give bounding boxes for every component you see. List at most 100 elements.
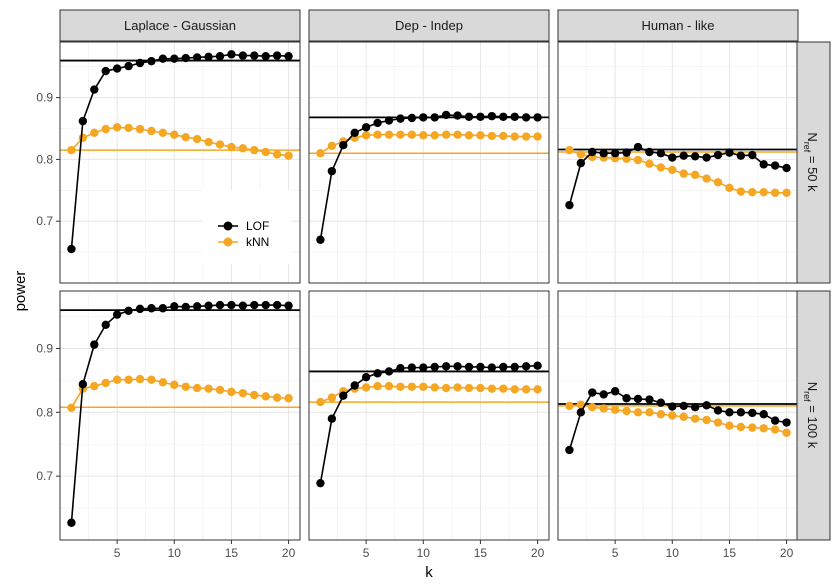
panel-r1-c3-point-lof — [588, 147, 597, 157]
panel-r2-c1-x-tick-label: 5 — [114, 546, 121, 560]
panel-r2-c2-point-lof — [510, 362, 519, 372]
panel-r2-c3-point-lof — [633, 394, 643, 404]
panel-r1-c1-point-knn — [215, 140, 225, 149]
panel-r2-c1-point-lof — [147, 304, 156, 313]
panel-r2-c3-point-knn — [725, 421, 734, 430]
panel-r2-c1-point-lof — [192, 302, 202, 311]
panel-r2-c3-x-tick-label: 10 — [666, 546, 680, 560]
panel-r1-c3-point-knn — [668, 165, 677, 175]
panel-r2-c3-point-knn — [713, 418, 723, 427]
panel-r2-c3-x-tick-label: 5 — [612, 546, 619, 560]
panel-r2-c2-point-knn — [453, 383, 462, 392]
panel-r2-c1-point-knn — [124, 375, 133, 384]
panel-r1-c2-point-knn — [430, 131, 439, 140]
column-strip-2-bg — [308, 9, 550, 42]
row-strip-2-label: Nref = 100 k — [802, 382, 820, 449]
column-strip-1-bg — [59, 9, 301, 42]
column-strip-1: Laplace - Gaussian — [59, 9, 301, 42]
panel-r1-c1-point-lof — [284, 52, 293, 61]
panel-r2-c1-point-lof — [170, 302, 179, 311]
panel-r1-c3-point-lof — [748, 150, 757, 160]
panel-r1-c3-point-lof — [622, 148, 631, 157]
panel-r1-c1-y-tick-label: 0.7 — [36, 214, 53, 228]
panel-r2-c1-point-lof — [101, 320, 110, 330]
panel-r2-c1-point-knn — [147, 375, 156, 384]
panel-r1-c2-point-knn — [533, 132, 542, 141]
panel-r1-c1-point-knn — [135, 124, 145, 134]
panel-r1-c1-point-lof — [90, 85, 99, 94]
panel-r1-c3-point-lof — [759, 160, 768, 169]
panel-r1-c1-point-knn — [170, 130, 179, 139]
panel-r1-c3-point-lof — [668, 153, 677, 162]
panel-r2-c2-point-lof — [453, 362, 462, 371]
panel-r1-c1-point-lof — [158, 54, 168, 63]
row-strip-1: Nref = 50 k — [796, 41, 831, 284]
panel-r1-c1-point-knn — [227, 142, 236, 152]
panel-r2-c1-point-lof — [181, 302, 190, 312]
panel-r1-c3-point-knn — [690, 170, 700, 180]
panel-r2-c3-point-lof — [702, 401, 711, 410]
panel-r2-c2-point-lof — [499, 362, 508, 372]
panel-r1-c3-point-knn — [782, 188, 791, 197]
panel-r2-c1-point-knn — [181, 382, 190, 391]
row-strip-1-main: N — [805, 132, 820, 141]
panel-r1-c2-point-lof — [499, 112, 508, 121]
panel-r2-c1-point-knn — [135, 374, 145, 384]
panel-r1-c1-point-knn — [181, 132, 190, 142]
panel-r2-c3-point-knn — [622, 406, 631, 416]
panel-r2-c3-point-lof — [725, 408, 734, 417]
panel-r2-c2-point-lof — [476, 362, 485, 372]
legend-label-lof: LOF — [246, 219, 269, 233]
legend: LOF kNN — [202, 190, 292, 264]
panel-r2-c1-point-lof — [272, 300, 282, 310]
panel-r1-c3-point-lof — [725, 148, 734, 157]
panel-r2-c1-point-knn — [215, 385, 225, 395]
panel-r2-c1-point-lof — [238, 301, 248, 310]
panel-r1-c1-point-lof — [204, 52, 213, 62]
panel-r2-c2-point-knn — [407, 382, 417, 391]
panel-r1-c2-point-lof — [396, 114, 405, 123]
panel-r1-c3-point-knn — [770, 188, 780, 197]
panel-r1-c2-point-lof — [533, 113, 542, 122]
panel-r2-c2-point-knn — [373, 381, 382, 391]
panel-r2-c3-point-knn — [782, 428, 791, 437]
panel-r1-c2-point-lof — [316, 235, 325, 244]
panel-r2-c3-point-lof — [690, 403, 700, 412]
panel-r2-c2-point-lof — [339, 391, 348, 400]
panel-r2-c2-x-tick-label: 10 — [417, 546, 431, 560]
panel-r1-c1-point-knn — [238, 144, 248, 153]
panel-r1-c1-point-lof — [272, 51, 282, 60]
panel-r2-c1-point-lof — [227, 300, 236, 310]
panel-r2-c1-point-knn — [238, 388, 248, 398]
x-axis-title: k — [425, 564, 433, 581]
panel-r2-c2-border — [308, 290, 550, 541]
legend-background — [202, 190, 292, 264]
panel-r1-c1-point-lof — [101, 66, 110, 76]
panel-r2-c3: 5 10 15 20 — [557, 290, 799, 560]
panel-r2-c1-x-tick-label: 15 — [225, 546, 239, 560]
panel-r1-c1-point-lof — [192, 53, 202, 62]
panel-r2-c2-point-lof — [327, 414, 337, 423]
panel-r1-c2-point-knn — [510, 132, 519, 141]
panel-r2-c3-point-knn — [679, 412, 688, 421]
panel-r1-c1-point-knn — [78, 133, 88, 142]
panel-r2-c1-point-lof — [204, 301, 213, 310]
panel-r1-c1-point-lof — [227, 50, 236, 59]
panel-r2-c2-point-lof — [419, 363, 428, 372]
panel-r1-c3-point-knn — [725, 183, 734, 193]
panel-r1-c3-point-lof — [645, 147, 654, 157]
panel-r1-c3-point-lof — [565, 200, 574, 210]
column-strip-3-bg — [557, 9, 799, 42]
panel-r2-c3-point-lof — [588, 388, 597, 397]
panel-r1-c1-point-lof — [112, 64, 122, 73]
panel-r2-c2-x-tick-label: 20 — [531, 546, 545, 560]
panel-r1-c1-point-knn — [112, 123, 122, 132]
panel-r1-c2-border — [308, 41, 550, 284]
panel-r1-c1-point-knn — [124, 123, 133, 133]
panel-r1-c1-point-lof — [215, 52, 225, 61]
panel-r2-c3-point-knn — [690, 414, 700, 423]
panel-r2-c2-point-lof — [487, 363, 497, 372]
panel-r1-c1-point-knn — [204, 137, 213, 147]
panel-r2-c1-point-knn — [170, 380, 179, 390]
panel-r2-c1-x-tick-label: 20 — [282, 546, 296, 560]
